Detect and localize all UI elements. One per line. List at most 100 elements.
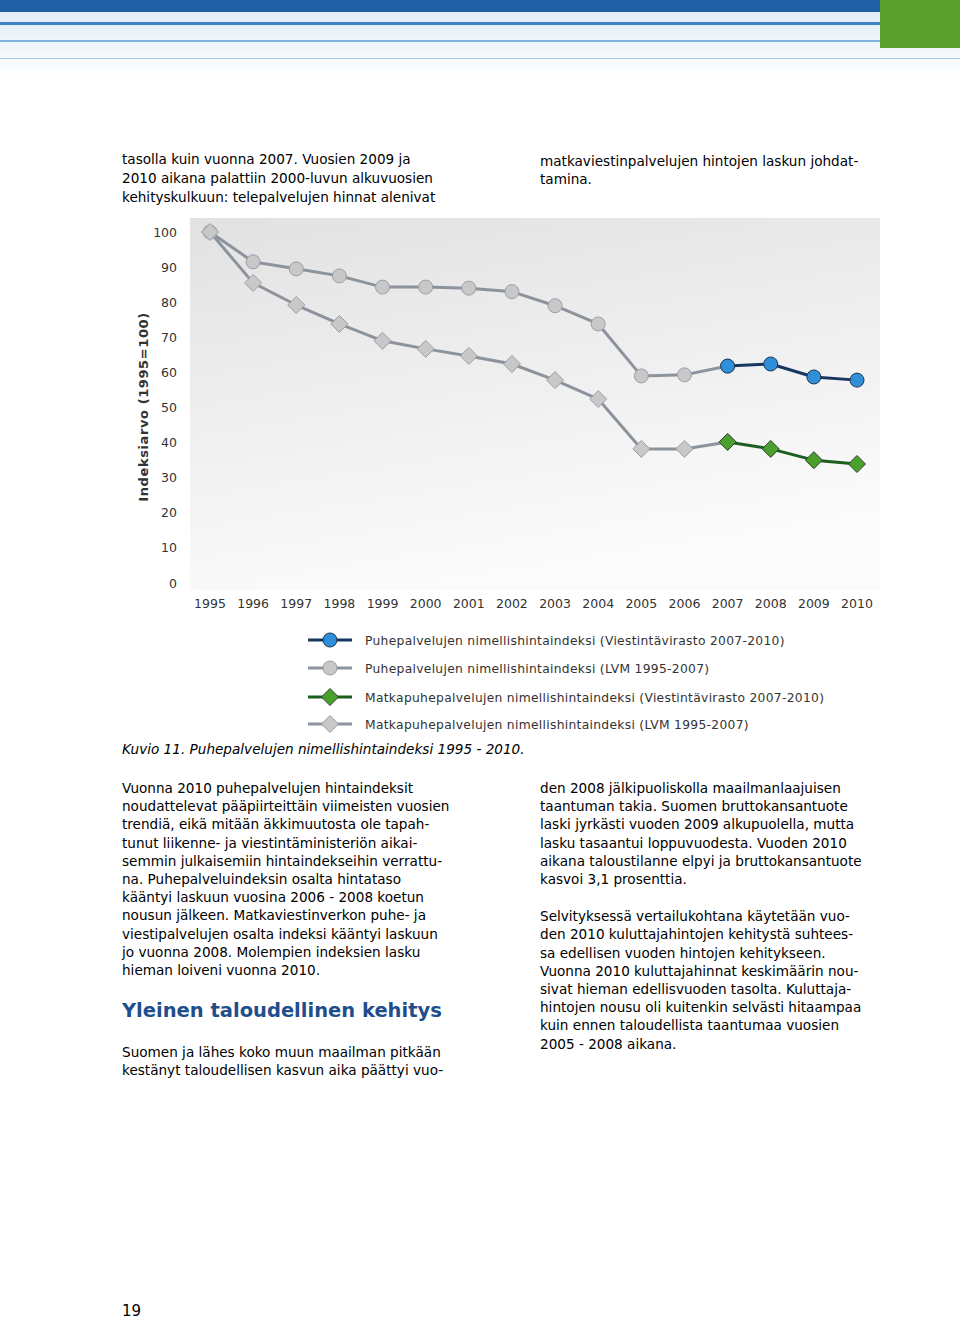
text-line: semmin julkaisemiin hintaindekseihin ver… [122,853,442,869]
x-tick-label: 2000 [410,596,442,611]
data-point [721,359,735,373]
x-tick-label: 1996 [237,596,269,611]
legend-label: Puhepalvelujen nimellishintaindeksi (LVM… [365,662,709,676]
text-line: viestipalvelujen osalta indeksi kääntyi … [122,926,438,942]
data-point [503,355,520,372]
data-point [719,433,736,450]
data-point [849,456,866,473]
data-point [376,280,390,294]
data-point [721,359,735,373]
header-stripe [0,22,960,25]
x-tick-label: 2008 [755,596,787,611]
data-point [590,391,607,408]
data-point [289,262,303,276]
data-point [505,285,519,299]
data-point [548,299,562,313]
text-line: tasolla kuin vuonna 2007. Vuosien 2009 j… [122,151,411,167]
x-tick-label: 1995 [194,596,226,611]
y-tick-label: 10 [161,540,177,555]
x-tick-label: 2005 [625,596,657,611]
x-tick-label: 1998 [323,596,355,611]
text-line: nousun jälkeen. Matkaviestinverkon puhe-… [122,907,426,923]
x-tick-label: 2007 [712,596,744,611]
text-line: kestänyt taloudellisen kasvun aika päätt… [122,1062,443,1078]
data-point [246,255,260,269]
data-point [462,281,476,295]
y-tick-label: 30 [161,470,177,485]
data-point [245,274,262,291]
data-point [633,440,650,457]
text-line: kuin ennen taloudellista taantumaa vuosi… [540,1017,839,1033]
header-band [0,0,960,78]
data-point [805,452,822,469]
legend-marker [322,689,339,706]
header-bg [0,0,960,78]
y-tick-label: 80 [161,295,177,310]
y-tick-label: 100 [153,225,177,240]
legend-label: Matkapuhepalvelujen nimellishintaindeksi… [365,718,749,732]
data-point [547,372,564,389]
section-heading: Yleinen taloudellinen kehitys [121,999,442,1022]
text-line: tunut liikenne- ja viestintäministeriön … [122,835,417,851]
x-tick-label: 2002 [496,596,528,611]
text-line: sa edellisen vuoden hintojen kehitykseen… [540,945,826,961]
page: tasolla kuin vuonna 2007. Vuosien 2009 j… [0,0,960,1322]
text-line: kasvoi 3,1 prosenttia. [540,871,687,887]
y-tick-label: 60 [161,365,177,380]
data-point [202,224,219,241]
legend-marker [323,633,337,647]
text-line: laski jyrkästi vuoden 2009 alkupuolella,… [540,816,854,832]
x-tick-label: 1999 [367,596,399,611]
text-line: Vuonna 2010 kuluttajahinnat keskimäärin … [540,963,859,979]
data-point [417,340,434,357]
y-tick-label: 50 [161,400,177,415]
text-line: matkaviestinpalvelujen hintojen laskun j… [540,153,858,169]
chart: 0102030405060708090100199519961997199819… [136,218,880,611]
x-tick-label: 2009 [798,596,830,611]
text-line: den 2010 kuluttajahintojen kehitystä suh… [540,926,853,942]
data-point [288,297,305,314]
text-line: 2010 aikana palattiin 2000-luvun alkuvuo… [122,170,433,186]
header-stripe [0,40,960,42]
data-point [374,332,391,349]
text-line: lasku tasaantui loppuvuodesta. Vuoden 20… [540,835,847,851]
data-point [764,357,778,371]
y-axis-title: Indeksiarvo (1995=100) [136,312,151,501]
series-line [728,364,857,380]
text-line: hintojen nousu oli kuitenkin selvästi hi… [540,999,861,1015]
text-line: Selvityksessä vertailukohtana käytetään … [540,908,850,924]
data-point [591,317,605,331]
legend: Puhepalvelujen nimellishintaindeksi (Vie… [308,633,824,733]
y-tick-label: 70 [161,330,177,345]
figure-caption: Kuvio 11. Puhepalvelujen nimellishintain… [122,741,525,757]
x-tick-label: 2006 [669,596,701,611]
x-tick-label: 2004 [582,596,614,611]
legend-marker [323,661,337,675]
header-block [880,0,960,48]
legend-label: Puhepalvelujen nimellishintaindeksi (Vie… [365,634,785,648]
text-line: sivat hieman edellisvuoden tasolta. Kulu… [540,981,851,997]
y-tick-label: 20 [161,505,177,520]
data-point [332,269,346,283]
text-line: hieman loiveni vuonna 2010. [122,962,320,978]
legend-marker [322,716,339,733]
x-tick-label: 2010 [841,596,873,611]
data-point [762,440,779,457]
text-line: trendiä, eikä mitään äkkimuutosta ole ta… [122,816,429,832]
text-line: kehityskulkuun: telepalvelujen hinnat al… [122,189,435,205]
legend-label: Matkapuhepalvelujen nimellishintaindeksi… [365,691,824,705]
text-line: tamina. [540,171,592,187]
text-line: noudattelevat pääpiirteittäin viimeisten… [122,798,449,814]
text-line: kääntyi laskuun vuosina 2006 - 2008 koet… [122,889,424,905]
text-line: Vuonna 2010 puhepalvelujen hintaindeksit [122,780,413,796]
x-tick-label: 2003 [539,596,571,611]
data-point [634,369,648,383]
page-number: 19 [122,1302,141,1320]
plot-area [202,224,866,473]
text-line: na. Puhepalveluindeksin osalta hintataso [122,871,401,887]
x-tick-label: 1997 [280,596,312,611]
header-stripe [0,58,960,59]
data-point [719,433,736,450]
text-line: 2005 - 2008 aikana. [540,1036,676,1052]
series-line [210,232,728,376]
